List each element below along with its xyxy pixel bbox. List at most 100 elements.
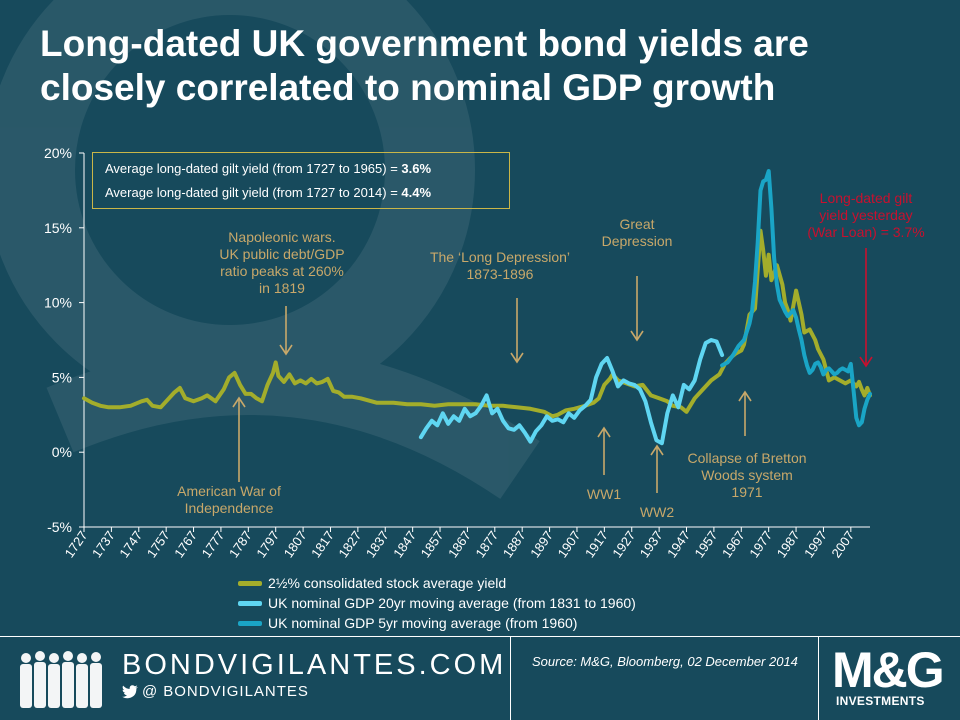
- footer-separator-left: [510, 636, 511, 720]
- chart-annotations: Napoleonic wars. UK public debt/GDP ratio …: [177, 190, 925, 520]
- annotation-line: Great: [619, 216, 654, 232]
- annotation-line: Depression: [602, 233, 673, 249]
- x-tick-label: 1877: [472, 528, 501, 560]
- average-yield-2014-label: Average long-dated gilt yield (from 1727…: [105, 185, 402, 200]
- twitter-handle: @ BONDVIGILANTES: [122, 683, 309, 700]
- x-tick-label: 1887: [500, 528, 529, 560]
- annotation-line: Woods system: [701, 467, 793, 483]
- annotation-ww1: WW1: [587, 486, 621, 502]
- handle-at: @: [142, 683, 158, 700]
- x-tick-label: 1937: [637, 528, 666, 560]
- x-tick-label: 1987: [774, 528, 803, 560]
- average-yield-1965-value: 3.6%: [401, 161, 432, 176]
- annotation-line: The ‘Long Depression’: [430, 249, 570, 265]
- page-title: Long-dated UK government bond yields are…: [40, 22, 920, 110]
- legend-item-gdp20: UK nominal GDP 20yr moving average (from…: [238, 593, 636, 613]
- x-tick-label: 1967: [719, 528, 748, 560]
- annotation-long-depression: The ‘Long Depression’ 1873-1896: [430, 249, 570, 282]
- annotation-line: WW1: [587, 486, 621, 502]
- x-tick-label: 1817: [308, 528, 337, 560]
- annotation-great-depression: Great Depression: [602, 216, 673, 249]
- x-tick-label: 1827: [335, 528, 364, 560]
- annotation-war-loan: Long-dated gilt yield yesterday (War Loan)…: [807, 190, 924, 240]
- legend-swatch-gdp20: [238, 600, 262, 606]
- series-line-consol-yield: [82, 228, 872, 419]
- y-tick-label: 20%: [44, 145, 72, 161]
- annotation-arrowhead-great-depression: [630, 330, 644, 342]
- x-tick-label: 1767: [171, 528, 200, 560]
- y-tick-label: 15%: [44, 220, 72, 236]
- legend-item-gdp5: UK nominal GDP 5yr moving average (from …: [238, 613, 636, 633]
- y-tick-label: 5%: [52, 369, 72, 385]
- series-line-gdp-5yr: [720, 169, 872, 428]
- annotation-line: in 1819: [259, 280, 305, 296]
- x-tick-label: 1857: [418, 528, 447, 560]
- annotation-line: American War of: [177, 483, 281, 499]
- x-tick-label: 1847: [390, 528, 419, 560]
- annotation-arrowhead-ww1: [597, 426, 611, 438]
- annotation-line: (War Loan) = 3.7%: [807, 224, 924, 240]
- legend-label-gdp5: UK nominal GDP 5yr moving average (from …: [268, 615, 578, 631]
- x-tick-label: 1737: [89, 528, 118, 560]
- y-tick-label: 0%: [52, 444, 72, 460]
- x-tick-label: 1787: [226, 528, 255, 560]
- annotation-line: 1971: [731, 484, 762, 500]
- mg-logo: M&G: [832, 642, 945, 698]
- annotation-bretton-woods: Collapse of Bretton Woods system 1971: [687, 450, 806, 500]
- x-tick-label: 1747: [116, 528, 145, 560]
- series-line-gdp-20yr: [418, 338, 725, 446]
- twitter-bird-icon: [122, 684, 138, 698]
- x-tick-label: 1807: [281, 528, 310, 560]
- annotation-line: 1873-1896: [467, 266, 534, 282]
- annotation-line: ratio peaks at 260%: [220, 263, 344, 279]
- footer-separator-right: [818, 636, 819, 720]
- annotation-american-war: American War of Independence: [177, 483, 281, 516]
- annotation-arrowhead-long-depression: [510, 352, 524, 364]
- x-tick-label: 1867: [445, 528, 474, 560]
- source-note: Source: M&G, Bloomberg, 02 December 2014: [532, 654, 798, 669]
- legend-swatch-consol: [238, 580, 262, 586]
- legend-label-gdp20: UK nominal GDP 20yr moving average (from…: [268, 595, 636, 611]
- line-chart: -5%0%5%10%15%20%172717371747175717671777…: [44, 145, 925, 560]
- annotation-line: Independence: [185, 500, 274, 516]
- footer-divider: [0, 636, 960, 637]
- brand-name: BONDVIGILANTES.COM: [122, 649, 507, 681]
- x-tick-label: 1897: [527, 528, 556, 560]
- x-tick-label: 1957: [691, 528, 720, 560]
- annotation-line: yield yesterday: [819, 207, 912, 223]
- average-yield-2014-value: 4.4%: [401, 185, 432, 200]
- x-tick-label: 1797: [253, 528, 282, 560]
- legend-item-consol: 2½% consolidated stock average yield: [238, 573, 636, 593]
- mg-investments-label: INVESTMENTS: [836, 694, 925, 708]
- x-tick-label: 1947: [664, 528, 693, 560]
- chart-series-lines: [82, 169, 872, 446]
- annotation-arrowhead-ww2: [650, 444, 664, 456]
- x-tick-label: 1837: [363, 528, 392, 560]
- annotation-line: WW2: [640, 504, 674, 520]
- chart-legend: 2½% consolidated stock average yield UK …: [238, 573, 636, 633]
- annotation-arrowhead-american-war: [232, 396, 246, 408]
- annotation-arrowhead-bretton-woods: [738, 390, 752, 402]
- average-yield-2014: Average long-dated gilt yield (from 1727…: [105, 184, 509, 208]
- title-line-1: Long-dated UK government bond yields are: [40, 23, 809, 64]
- annotation-ww2: WW2: [640, 504, 674, 520]
- handle-name: BONDVIGILANTES: [163, 683, 309, 700]
- average-yield-1965-label: Average long-dated gilt yield (from 1727…: [105, 161, 402, 176]
- average-yield-box: Average long-dated gilt yield (from 1727…: [92, 152, 510, 209]
- annotation-line: Long-dated gilt: [820, 190, 913, 206]
- title-line-2: closely correlated to nominal GDP growth: [40, 67, 776, 108]
- legend-label-consol: 2½% consolidated stock average yield: [268, 575, 507, 591]
- annotation-arrowhead-war-loan: [859, 356, 873, 368]
- annotation-line: UK public debt/GDP: [219, 246, 344, 262]
- x-tick-label: 1777: [199, 528, 228, 560]
- x-tick-label: 1997: [801, 528, 830, 560]
- y-tick-label: 10%: [44, 295, 72, 311]
- x-tick-label: 1757: [144, 528, 173, 560]
- x-tick-label: 1907: [555, 528, 584, 560]
- legend-swatch-gdp5: [238, 620, 262, 626]
- x-tick-label: 2007: [828, 528, 857, 560]
- x-tick-label: 1927: [609, 528, 638, 560]
- annotation-napoleonic: Napoleonic wars. UK public debt/GDP ratio …: [219, 229, 344, 296]
- x-tick-label: 1917: [582, 528, 611, 560]
- annotation-line: Collapse of Bretton: [687, 450, 806, 466]
